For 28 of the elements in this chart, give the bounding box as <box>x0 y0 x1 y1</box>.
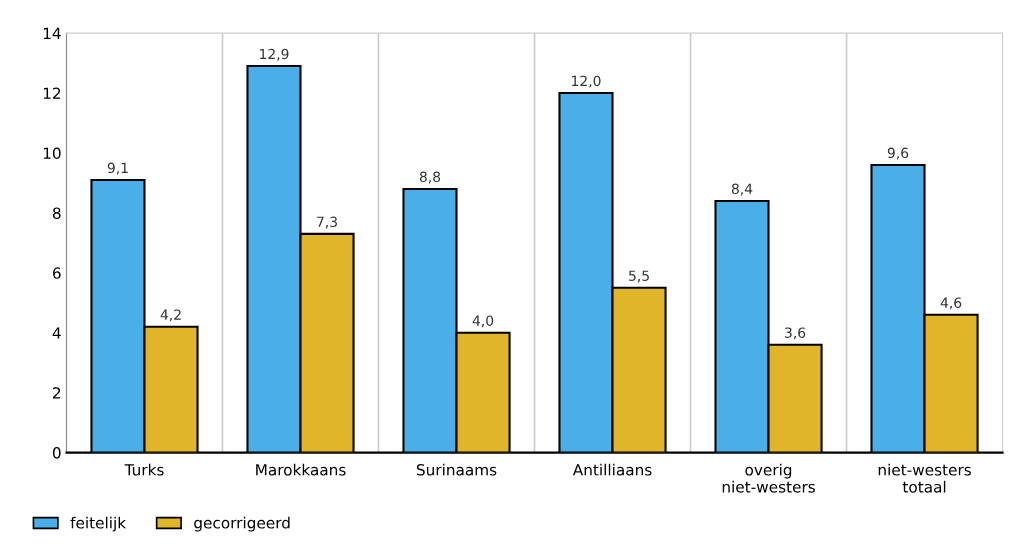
data-label: 12,0 <box>572 75 601 88</box>
y-tick-label: 0 <box>52 447 61 459</box>
data-label: 7,3 <box>317 216 337 229</box>
x-tick-label: Marokkaans <box>256 463 346 476</box>
data-label: 8,4 <box>731 183 753 196</box>
y-tick-label: 12 <box>43 87 61 99</box>
data-label: 4,6 <box>940 297 962 310</box>
x-tick-label: Antilliaans <box>572 463 652 476</box>
data-label: 4,0 <box>472 315 494 328</box>
y-tick-label: 4 <box>52 327 61 339</box>
legend-label: feitelijk <box>70 516 127 532</box>
y-tick-label: 10 <box>43 147 61 159</box>
x-tick-label: overig niet-westers <box>722 463 815 493</box>
data-label: 8,8 <box>419 171 441 184</box>
x-tick-label: Turks <box>124 463 164 476</box>
data-label: 9,6 <box>887 147 909 160</box>
legend-label: gecorrigeerd <box>194 516 290 532</box>
data-label: 12,9 <box>260 48 289 61</box>
y-tick-label: 6 <box>52 267 61 279</box>
y-tick-label: 14 <box>43 27 61 39</box>
x-tick-label: Surinaams <box>416 463 497 476</box>
x-tick-label: niet-westers totaal <box>878 463 971 493</box>
data-label: 3,6 <box>785 327 806 340</box>
y-tick-label: 8 <box>52 207 61 219</box>
data-label: 4,2 <box>160 309 181 322</box>
data-label: 9,1 <box>107 162 128 175</box>
data-label: 5,5 <box>629 270 649 283</box>
y-tick-label: 2 <box>53 387 61 399</box>
